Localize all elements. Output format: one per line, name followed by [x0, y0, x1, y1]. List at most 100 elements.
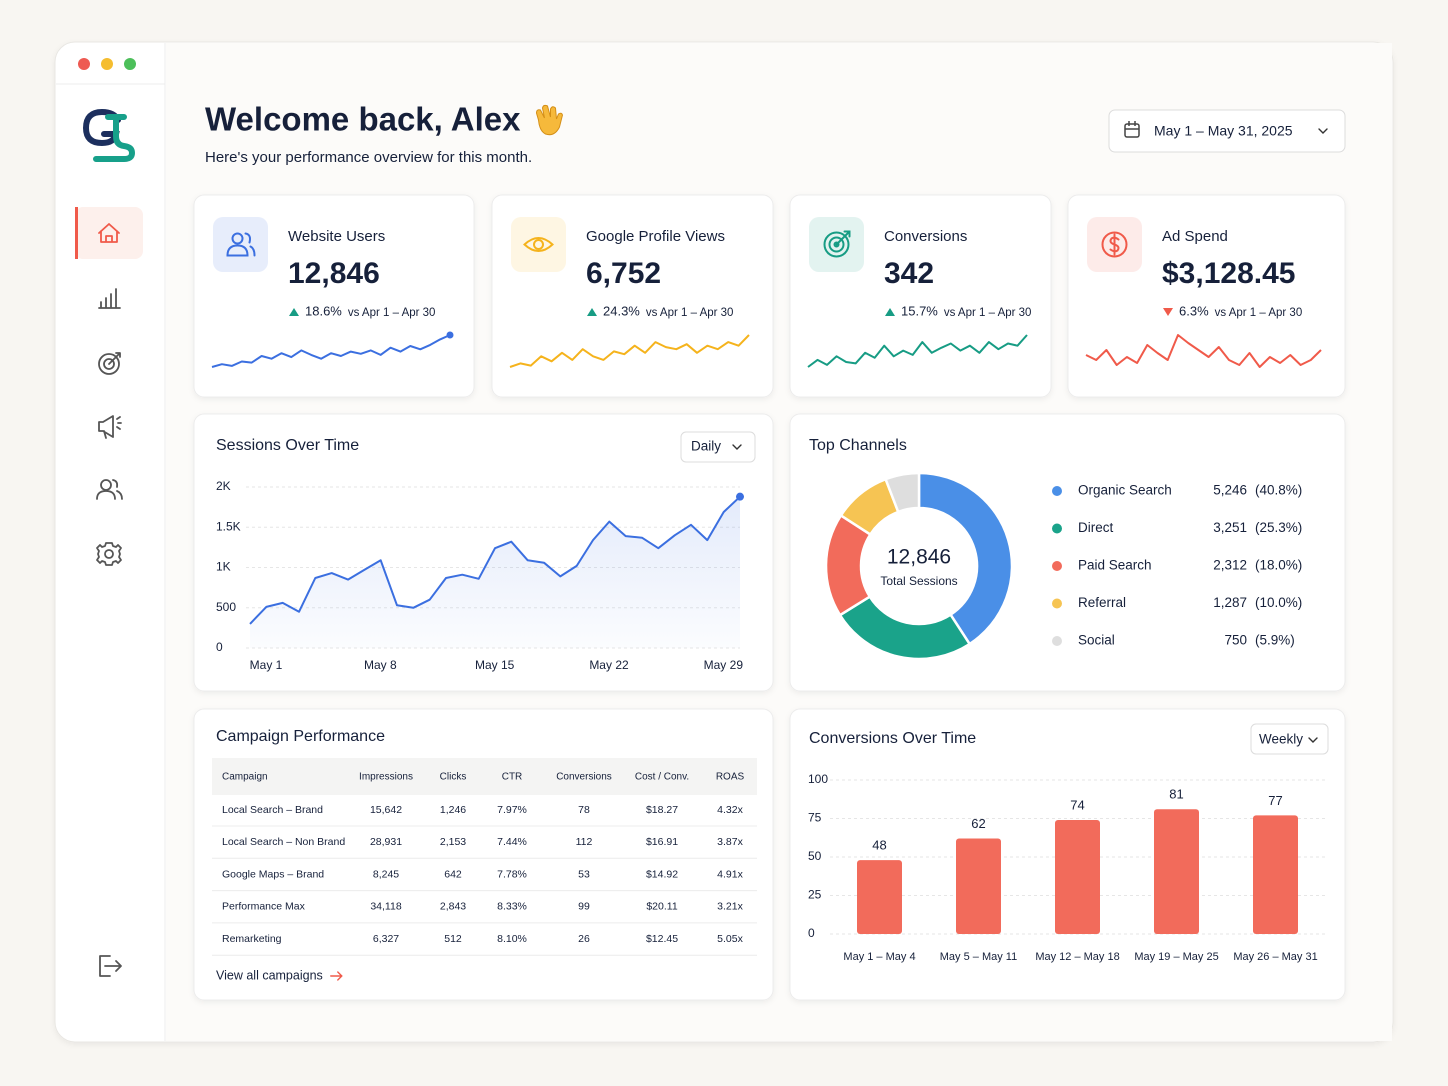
- nav-settings[interactable]: [104, 549, 114, 559]
- kpi-trend-arrow: [1163, 308, 1173, 316]
- table-cell: 26: [578, 933, 590, 945]
- nav-active-bg[interactable]: [75, 207, 143, 259]
- calendar-icon: [1124, 123, 1140, 138]
- legend-value: 3,251: [1213, 520, 1247, 535]
- kpi-title: Google Profile Views: [586, 228, 725, 245]
- table-cell: 7.78%: [497, 868, 527, 880]
- legend-label: Referral: [1078, 595, 1126, 610]
- calendar-icon-detail: [1125, 121, 1139, 130]
- legend-share: (10.0%): [1255, 595, 1302, 610]
- kpi-icon: [226, 232, 256, 257]
- kpi-change: 24.3%: [603, 303, 640, 318]
- x-tick-label: May 26 – May 31: [1233, 951, 1317, 963]
- kpi-card: [491, 194, 774, 398]
- view-all-link[interactable]: View all campaigns: [216, 968, 323, 982]
- chart-title: Sessions Over Time: [216, 437, 359, 454]
- kpi-icon: [231, 232, 244, 245]
- kpi-value: 342: [884, 257, 934, 290]
- x-tick-label: May 19 – May 25: [1134, 951, 1218, 963]
- table-cell: 512: [444, 933, 462, 945]
- table-cell: 4.32x: [717, 804, 743, 816]
- kpi-sparkline: [1085, 334, 1322, 368]
- kpi-trend-arrow: [289, 308, 299, 316]
- date-range-chevron: [1318, 128, 1328, 134]
- table-header-cell: Clicks: [440, 772, 467, 783]
- table-cell: 642: [444, 868, 462, 880]
- table-header-cell: Conversions: [556, 772, 612, 783]
- table-cell: 7.97%: [497, 804, 527, 816]
- table-cell: 99: [578, 901, 590, 913]
- y-tick-label: 0: [808, 926, 815, 940]
- interval-chevron: [1308, 737, 1318, 743]
- date-range-button[interactable]: [1108, 109, 1346, 153]
- table-header-cell: Impressions: [359, 772, 413, 783]
- x-tick-label: May 12 – May 18: [1035, 951, 1119, 963]
- donut-center-caption: Total Sessions: [880, 574, 957, 588]
- x-tick-label: May 1: [250, 658, 283, 672]
- legend-label: Organic Search: [1078, 483, 1172, 498]
- table-cell: $18.27: [646, 804, 678, 816]
- nav-goals-arrow: [108, 352, 121, 365]
- legend-value: 1,287: [1213, 595, 1247, 610]
- kpi-icon-bg: [213, 217, 268, 272]
- x-tick-label: May 22: [589, 658, 629, 672]
- view-all-arrow: [330, 971, 343, 981]
- y-tick-label: 500: [216, 600, 236, 614]
- bar: [1253, 815, 1298, 934]
- table-cell: Remarketing: [222, 933, 282, 945]
- nav-campaigns[interactable]: [98, 415, 122, 439]
- table-header-cell: CTR: [502, 772, 523, 783]
- nav-reports[interactable]: [98, 288, 121, 309]
- nav-goals[interactable]: [98, 353, 120, 375]
- kpi-sparkline: [807, 334, 1028, 368]
- bar-value-label: 77: [1268, 793, 1282, 808]
- nav-active-indicator: [75, 207, 78, 259]
- x-tick-label: May 15: [475, 658, 515, 672]
- bar-value-label: 48: [872, 838, 886, 853]
- window-control[interactable]: [101, 58, 113, 70]
- nav-audience-head[interactable]: [100, 479, 112, 491]
- nav-home[interactable]: [98, 223, 120, 243]
- interval-chevron: [732, 444, 742, 450]
- interval-label: Daily: [691, 439, 721, 454]
- table-cell: 4.91x: [717, 868, 743, 880]
- table-cell: $12.45: [646, 933, 678, 945]
- x-tick-label: May 5 – May 11: [940, 951, 1017, 963]
- window-control[interactable]: [124, 58, 136, 70]
- y-tick-label: 1.5K: [216, 519, 241, 533]
- interval-dropdown[interactable]: [1250, 723, 1329, 755]
- table-cell: Performance Max: [222, 901, 306, 913]
- nav-logout[interactable]: [99, 955, 122, 977]
- date-range-label: May 1 – May 31, 2025: [1154, 123, 1293, 139]
- table-header-bg: [212, 758, 757, 795]
- kpi-icon: [823, 231, 850, 258]
- kpi-icon: [1101, 231, 1128, 258]
- page-subtitle: Here's your performance overview for thi…: [205, 149, 532, 166]
- kpi-change: 15.7%: [901, 303, 938, 318]
- table-cell: 8.10%: [497, 933, 527, 945]
- y-tick-label: 75: [808, 811, 822, 825]
- kpi-icon: [835, 230, 851, 246]
- bar: [1154, 809, 1199, 934]
- x-tick-label: May 29: [704, 658, 744, 672]
- table-cell: 2,843: [440, 901, 466, 913]
- kpi-icon: [523, 237, 554, 252]
- bar: [1055, 820, 1100, 934]
- table-cell: 7.44%: [497, 836, 527, 848]
- bar: [956, 838, 1001, 934]
- kpi-value: $3,128.45: [1162, 257, 1295, 290]
- bar-value-label: 81: [1169, 787, 1183, 802]
- chart-title: Conversions Over Time: [809, 730, 976, 747]
- table-cell: 8.33%: [497, 901, 527, 913]
- table-cell: 15,642: [370, 804, 402, 816]
- interval-dropdown[interactable]: [680, 431, 756, 463]
- legend-marker: [1052, 561, 1062, 571]
- nav-goals-inner: [103, 358, 115, 370]
- legend-marker: [1052, 636, 1062, 646]
- table-cell: 3.21x: [717, 901, 743, 913]
- table-header-cell: Cost / Conv.: [635, 772, 689, 783]
- window-control[interactable]: [78, 58, 90, 70]
- table-cell: 2,153: [440, 836, 466, 848]
- table-cell: Google Maps – Brand: [222, 868, 324, 880]
